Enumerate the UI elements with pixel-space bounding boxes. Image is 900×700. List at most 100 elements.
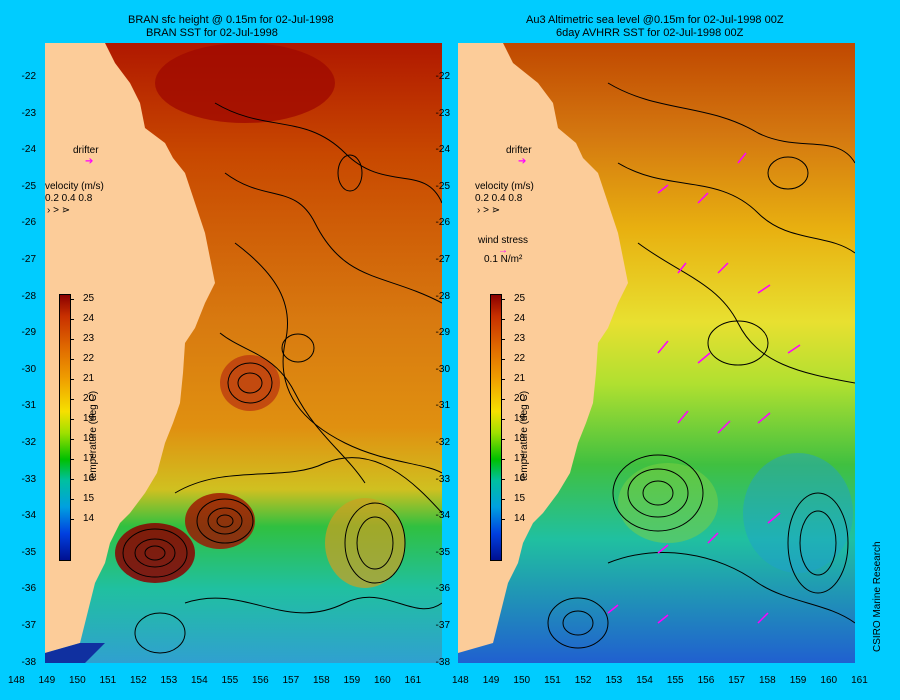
colorbar-tick: 22 xyxy=(69,353,95,364)
longitude-tick: 159 xyxy=(789,675,807,686)
longitude-tick: 161 xyxy=(404,675,422,686)
latitude-tick: -35 xyxy=(21,546,36,558)
right-wind-scale: 0.1 N/m² xyxy=(484,254,523,265)
latitude-tick: -34 xyxy=(435,510,450,522)
longitude-tick: 148 xyxy=(452,675,469,686)
latitude-tick: -26 xyxy=(21,217,36,229)
colorbar-tick: 14 xyxy=(500,513,526,524)
latitude-tick: -30 xyxy=(21,363,36,375)
longitude-tick: 160 xyxy=(374,675,391,686)
right-wind-arrow-icon: → xyxy=(498,245,508,256)
longitude-tick: 159 xyxy=(343,675,361,686)
colorbar-tick: 20 xyxy=(69,393,95,404)
latitude-tick: -37 xyxy=(435,620,450,631)
left-drifter-arrow-icon: ➔ xyxy=(85,156,94,167)
right-drifter-label: drifter xyxy=(506,145,532,156)
latitude-tick: -25 xyxy=(21,180,36,192)
colorbar-tick: 17 xyxy=(69,453,95,464)
longitude-tick: 152 xyxy=(574,675,592,686)
left-title-line1: BRAN sfc height @ 0.15m for 02-Jul-1998 xyxy=(128,14,334,26)
right-velocity-scale: 0.2 0.4 0.8 xyxy=(475,193,523,204)
longitude-tick: 152 xyxy=(130,675,147,686)
colorbar-tick: 20 xyxy=(500,393,526,404)
left-colorbar-title: temperature (deg C) xyxy=(88,390,99,481)
longitude-tick: 157 xyxy=(282,675,300,686)
left-velocity-arrows-icon: › > ⋗ xyxy=(47,205,71,216)
colorbar-tick: 18 xyxy=(500,433,526,444)
longitude-tick: 148 xyxy=(8,675,25,686)
right-colorbar-title: temperature (deg C) xyxy=(519,390,530,481)
colorbar-tick: 15 xyxy=(500,493,526,504)
right-velocity-arrows-icon: › > ⋗ xyxy=(477,205,501,216)
longitude-tick: 156 xyxy=(252,675,269,686)
left-velocity-title: velocity (m/s) xyxy=(45,181,104,192)
longitude-tick: 160 xyxy=(820,675,838,686)
right-colorbar xyxy=(490,294,502,561)
colorbar-tick: 15 xyxy=(69,493,95,504)
longitude-tick: 151 xyxy=(544,675,561,686)
latitude-tick: -23 xyxy=(435,107,450,119)
latitude-tick: -38 xyxy=(435,656,450,668)
colorbar-tick: 14 xyxy=(69,513,95,524)
colorbar-tick: 19 xyxy=(69,413,95,424)
latitude-tick: -33 xyxy=(21,473,36,485)
left-colorbar xyxy=(59,294,71,561)
longitude-tick: 161 xyxy=(851,675,868,686)
colorbar-tick: 16 xyxy=(69,473,95,484)
longitude-tick: 149 xyxy=(38,675,56,686)
latitude-tick: -38 xyxy=(21,656,36,668)
longitude-tick: 149 xyxy=(482,675,500,686)
latitude-tick: -24 xyxy=(21,144,36,156)
longitude-tick: 154 xyxy=(636,675,653,686)
latitude-tick: -31 xyxy=(21,400,36,412)
longitude-tick: 158 xyxy=(313,675,330,686)
latitude-tick: -23 xyxy=(21,107,36,119)
longitude-tick: 150 xyxy=(69,675,86,686)
colorbar-tick: 18 xyxy=(69,433,95,444)
right-map-panel: drifter ➔ velocity (m/s) 0.2 0.4 0.8 › >… xyxy=(458,43,855,663)
colorbar-tick: 22 xyxy=(500,353,526,364)
longitude-tick: 155 xyxy=(221,675,239,686)
latitude-tick: -28 xyxy=(435,290,450,302)
colorbar-tick: 19 xyxy=(500,413,526,424)
colorbar-tick: 25 xyxy=(69,293,95,304)
left-title-line2: BRAN SST for 02-Jul-1998 xyxy=(146,27,278,39)
latitude-tick: -25 xyxy=(435,180,450,192)
longitude-tick: 155 xyxy=(666,675,684,686)
latitude-tick: -36 xyxy=(21,583,36,595)
colorbar-tick: 21 xyxy=(500,373,526,384)
colorbar-tick: 17 xyxy=(500,453,526,464)
longitude-tick: 158 xyxy=(759,675,776,686)
left-drifter-label: drifter xyxy=(73,145,99,156)
latitude-tick: -33 xyxy=(435,473,450,485)
longitude-tick: 153 xyxy=(160,675,178,686)
latitude-tick: -26 xyxy=(435,217,450,229)
longitude-tick: 157 xyxy=(728,675,745,686)
latitude-tick: -28 xyxy=(21,290,36,302)
longitude-tick: 151 xyxy=(99,675,117,686)
longitude-tick: 153 xyxy=(605,675,623,686)
colorbar-tick: 25 xyxy=(500,293,526,304)
longitude-tick: 156 xyxy=(697,675,715,686)
right-velocity-title: velocity (m/s) xyxy=(475,181,534,192)
latitude-tick: -24 xyxy=(435,144,450,156)
left-sst-map xyxy=(45,43,442,663)
left-velocity-scale: 0.2 0.4 0.8 xyxy=(45,193,93,204)
latitude-tick: -22 xyxy=(21,71,36,82)
latitude-tick: -36 xyxy=(435,583,450,595)
latitude-tick: -29 xyxy=(435,327,450,339)
left-map-panel: drifter ➔ velocity (m/s) 0.2 0.4 0.8 › >… xyxy=(45,43,442,663)
longitude-tick: 150 xyxy=(513,675,531,686)
credit-text: CSIRO Marine Research xyxy=(872,541,883,652)
right-title-line1: Au3 Altimetric sea level @0.15m for 02-J… xyxy=(526,14,784,26)
latitude-tick: -27 xyxy=(21,254,36,265)
colorbar-tick: 21 xyxy=(69,373,95,384)
latitude-tick: -37 xyxy=(21,620,36,631)
colorbar-tick: 24 xyxy=(500,313,526,324)
colorbar-tick: 16 xyxy=(500,473,526,484)
latitude-tick: -31 xyxy=(435,400,450,412)
longitude-tick: 154 xyxy=(191,675,208,686)
right-wind-title: wind stress xyxy=(478,235,529,246)
latitude-tick: -29 xyxy=(21,327,36,339)
latitude-tick: -34 xyxy=(21,510,36,522)
